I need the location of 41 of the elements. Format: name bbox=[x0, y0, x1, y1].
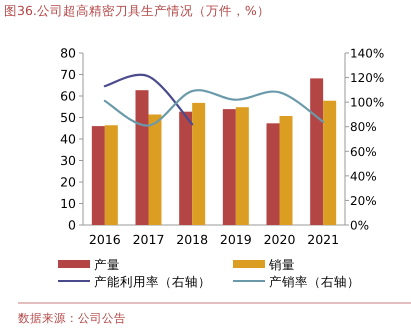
legend-label: 产量 bbox=[94, 257, 120, 272]
x-tick-label: 2019 bbox=[220, 232, 252, 247]
legend-label: 产销率（右轴） bbox=[269, 274, 360, 289]
x-tick-label: 2016 bbox=[88, 232, 121, 247]
source-note: 数据来源：公司公告 bbox=[18, 311, 126, 325]
y2-tick-label: 120% bbox=[350, 71, 384, 86]
bar bbox=[92, 126, 105, 225]
x-tick-label: 2017 bbox=[132, 232, 164, 247]
bar bbox=[323, 100, 336, 225]
y2-tick-label: 80% bbox=[350, 120, 377, 134]
y-tick-label: 70 bbox=[60, 67, 76, 82]
y-tick-label: 50 bbox=[60, 110, 76, 125]
y-tick-label: 30 bbox=[60, 153, 76, 168]
bar bbox=[280, 116, 292, 225]
bar bbox=[104, 125, 118, 225]
y2-tick-label: 20% bbox=[350, 194, 377, 208]
y-tick-label: 20 bbox=[60, 174, 76, 190]
x-tick-label: 2020 bbox=[264, 232, 296, 247]
y-tick-label: 0 bbox=[68, 218, 76, 232]
y2-tick-label: 60% bbox=[350, 144, 377, 159]
y-tick-label: 40 bbox=[60, 132, 76, 146]
legend-label: 产能利用率（右轴） bbox=[94, 274, 211, 289]
y2-tick-label: 40% bbox=[350, 169, 377, 184]
y2-tick-label: 140% bbox=[350, 46, 384, 60]
y-tick-label: 80 bbox=[60, 46, 76, 60]
y2-tick-label: 0% bbox=[350, 218, 370, 232]
bar bbox=[148, 114, 162, 225]
y2-tick-label: 100% bbox=[350, 96, 384, 110]
y-tick-label: 60 bbox=[60, 88, 76, 104]
chart-title: 图36.公司超高精密刀具生产情况（万件，%） bbox=[4, 3, 270, 18]
bar bbox=[310, 78, 324, 225]
bar bbox=[236, 107, 249, 225]
bar bbox=[222, 109, 236, 225]
legend-label: 销量 bbox=[268, 257, 295, 272]
bar bbox=[266, 123, 280, 225]
bar bbox=[179, 112, 192, 225]
x-tick-label: 2018 bbox=[176, 232, 208, 247]
bar bbox=[136, 90, 148, 225]
y-tick-label: 10 bbox=[60, 196, 76, 211]
x-tick-label: 2021 bbox=[307, 232, 340, 247]
bar bbox=[192, 102, 206, 225]
